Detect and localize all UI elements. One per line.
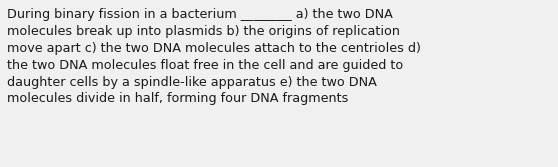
Text: During binary fission in a bacterium ________ a) the two DNA
molecules break up : During binary fission in a bacterium ___… — [7, 8, 421, 105]
